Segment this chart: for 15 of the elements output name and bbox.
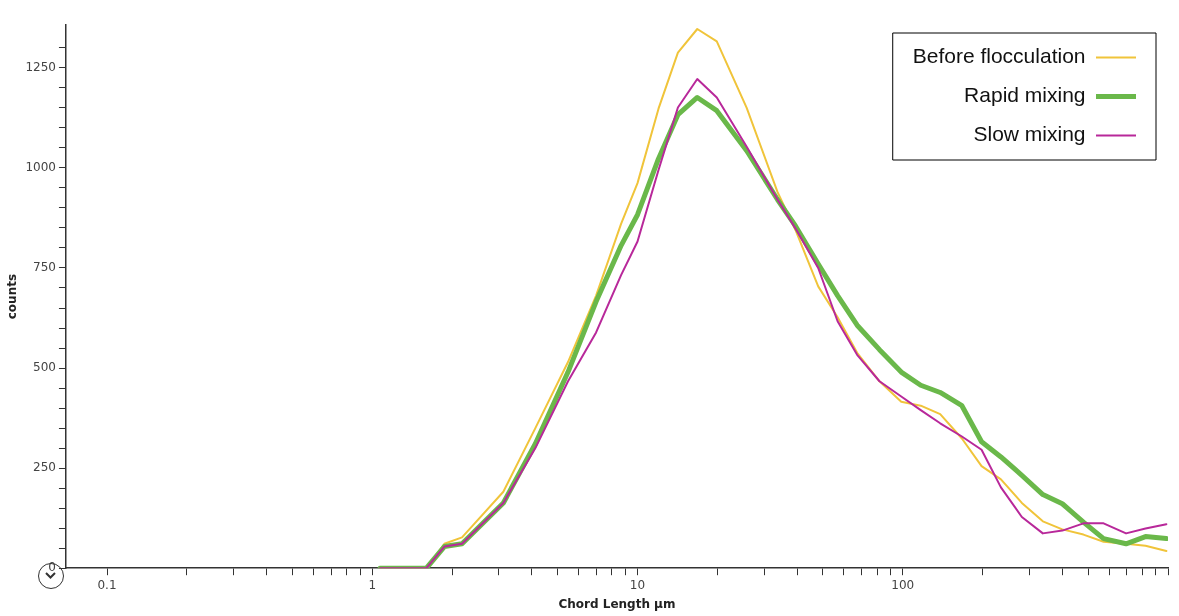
x-tick-label: 1	[368, 577, 377, 592]
y-tick-label: 1250	[25, 59, 56, 74]
y-tick-label: 500	[33, 360, 56, 375]
y-tick-label: 250	[33, 460, 56, 475]
legend-label: Rapid mixing	[964, 83, 1086, 107]
x-tick-label: 10	[629, 577, 646, 592]
x-tick-label: 0.1	[97, 577, 117, 592]
y-tick-label: 1000	[25, 160, 56, 175]
x-tick-label: 100	[891, 577, 915, 592]
y-axis-title: counts	[5, 273, 20, 320]
x-axis-title: Chord Length μm	[558, 596, 676, 611]
legend-label: Before flocculation	[912, 44, 1086, 68]
y-tick-label: 750	[33, 260, 56, 275]
y-tick-label: 0	[48, 560, 56, 575]
legend-label: Slow mixing	[973, 122, 1086, 146]
